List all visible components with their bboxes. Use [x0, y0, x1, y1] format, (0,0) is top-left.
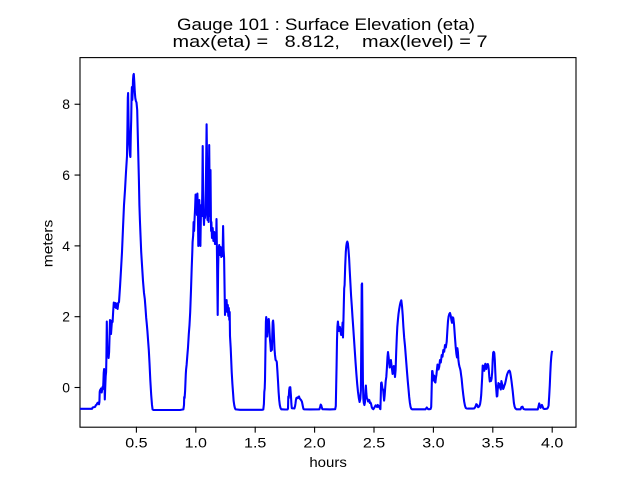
- svg-text:8: 8: [62, 96, 70, 112]
- svg-text:2.0: 2.0: [303, 435, 326, 451]
- svg-text:meters: meters: [40, 220, 56, 268]
- svg-text:4: 4: [62, 238, 70, 254]
- svg-text:1.0: 1.0: [185, 435, 208, 451]
- svg-text:hours: hours: [309, 454, 347, 470]
- svg-text:6: 6: [62, 167, 70, 183]
- svg-text:3.5: 3.5: [482, 435, 505, 451]
- svg-text:2.5: 2.5: [363, 435, 386, 451]
- svg-text:max(eta) = 8.812, max(lev: max(eta) = 8.812, max(level) = 7: [173, 32, 488, 51]
- svg-text:4.0: 4.0: [541, 435, 564, 451]
- svg-text:3.0: 3.0: [422, 435, 445, 451]
- svg-text:2: 2: [62, 309, 70, 325]
- svg-text:1.5: 1.5: [244, 435, 267, 451]
- svg-text:Gauge 101 : Surface Elevation: Gauge 101 : Surface Elevation (eta): [177, 15, 475, 34]
- svg-text:0: 0: [62, 380, 70, 396]
- svg-text:0.5: 0.5: [125, 435, 148, 451]
